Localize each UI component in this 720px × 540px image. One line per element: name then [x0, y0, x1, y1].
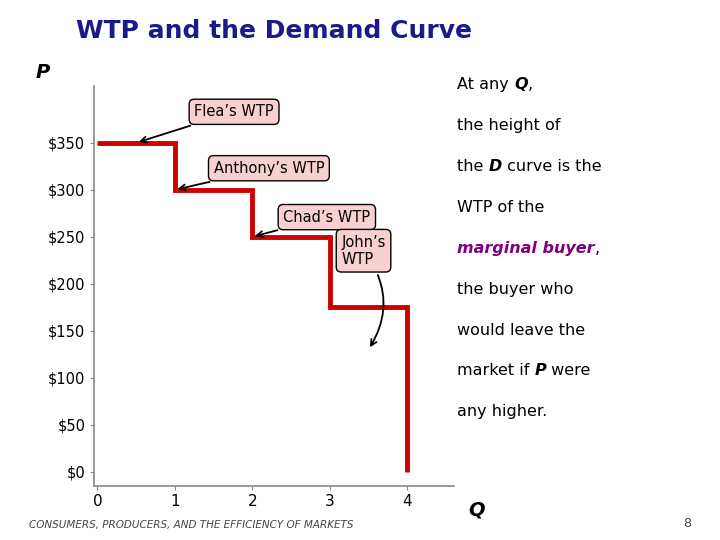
Text: P: P — [36, 63, 50, 83]
Text: Q: Q — [468, 501, 485, 519]
Text: WTP and the Demand Curve: WTP and the Demand Curve — [76, 19, 472, 43]
Text: any higher.: any higher. — [457, 404, 547, 419]
Text: P: P — [535, 363, 546, 379]
Text: WTP of the: WTP of the — [457, 200, 544, 215]
Text: Flea’s WTP: Flea’s WTP — [140, 104, 274, 143]
Text: marginal buyer: marginal buyer — [457, 241, 595, 256]
Text: John’s
WTP: John’s WTP — [341, 234, 386, 346]
Text: CONSUMERS, PRODUCERS, AND THE EFFICIENCY OF MARKETS: CONSUMERS, PRODUCERS, AND THE EFFICIENCY… — [29, 520, 354, 530]
Text: curve is the: curve is the — [502, 159, 602, 174]
Text: would leave the: would leave the — [457, 322, 585, 338]
Text: ,: , — [528, 77, 533, 92]
Text: ,: , — [595, 241, 600, 256]
Text: the: the — [457, 159, 489, 174]
Text: were: were — [546, 363, 591, 379]
Text: Q: Q — [514, 77, 528, 92]
Text: 8: 8 — [683, 517, 691, 530]
Text: market if: market if — [457, 363, 535, 379]
Text: Anthony’s WTP: Anthony’s WTP — [179, 161, 324, 190]
Text: D: D — [489, 159, 502, 174]
Text: Chad’s WTP: Chad’s WTP — [257, 210, 370, 237]
Text: the buyer who: the buyer who — [457, 282, 574, 296]
Text: At any: At any — [457, 77, 514, 92]
Text: the height of: the height of — [457, 118, 561, 133]
